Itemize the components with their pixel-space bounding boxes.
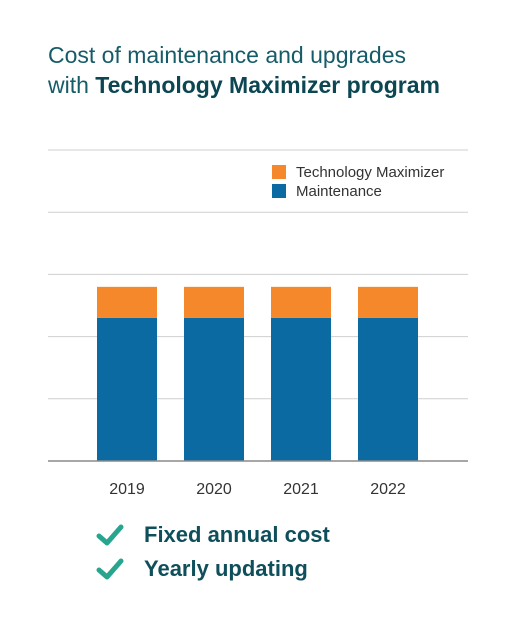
bar-maintenance bbox=[97, 317, 157, 461]
title-line-1: Cost of maintenance and upgrades bbox=[48, 42, 407, 68]
bar-maintenance bbox=[271, 317, 331, 461]
benefits-list: Fixed annual cost Yearly updating bbox=[96, 518, 330, 586]
bar-technology-maximizer bbox=[358, 286, 418, 318]
bar-technology-maximizer bbox=[271, 286, 331, 318]
bar-maintenance bbox=[358, 317, 418, 461]
title-line-2: with Technology Maximizer program bbox=[48, 70, 488, 100]
title-program-name: Technology Maximizer program bbox=[95, 72, 440, 98]
x-tick-label: 2022 bbox=[370, 481, 406, 498]
legend-swatch bbox=[272, 165, 286, 179]
title-line-2-prefix: with bbox=[48, 72, 96, 98]
chart-title: Cost of maintenance and upgrades with Te… bbox=[48, 40, 488, 100]
benefit-label: Fixed annual cost bbox=[144, 522, 330, 547]
x-tick-label: 2020 bbox=[196, 481, 232, 498]
benefit-label: Yearly updating bbox=[144, 556, 308, 581]
bar-maintenance bbox=[184, 317, 244, 461]
x-tick-label: 2019 bbox=[109, 481, 145, 498]
benefit-item: Yearly updating bbox=[96, 552, 330, 586]
legend-swatch bbox=[272, 184, 286, 198]
legend-label: Maintenance bbox=[296, 183, 382, 200]
legend-label: Technology Maximizer bbox=[296, 164, 444, 181]
checkmark-icon bbox=[96, 524, 124, 546]
checkmark-icon bbox=[96, 558, 124, 580]
bar-technology-maximizer bbox=[97, 286, 157, 318]
bar-technology-maximizer bbox=[184, 286, 244, 318]
x-tick-label: 2021 bbox=[283, 481, 319, 498]
benefit-item: Fixed annual cost bbox=[96, 518, 330, 552]
